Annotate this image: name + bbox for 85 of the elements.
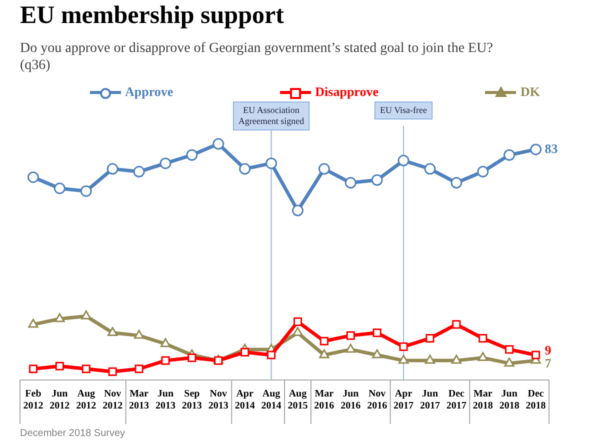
point: [293, 317, 302, 326]
x-tick-label: Mar 2018: [472, 388, 493, 412]
x-tick-label: Nov 2013: [208, 388, 228, 412]
x-tick-label: Mar 2013: [129, 388, 150, 412]
legend-label: Approve: [124, 84, 174, 100]
point: [54, 182, 66, 194]
x-tick-label: Jun 2017: [420, 388, 440, 412]
point: [107, 327, 118, 336]
point: [292, 327, 303, 336]
data-label: 83: [544, 140, 558, 156]
point: [346, 344, 356, 353]
point: [212, 138, 224, 150]
point: [82, 364, 90, 374]
point: [450, 177, 462, 189]
x-tick-label: Apr 2014: [234, 388, 255, 412]
x-tick-label: Jun 2013: [155, 388, 176, 412]
x-tick-label: Feb 2012: [23, 388, 44, 412]
point: [160, 158, 172, 170]
ref-line-label: EU Association Agreement signed: [238, 104, 305, 126]
chart-subtitle: Do you approve or disapprove of Georgian government’s stated goal to join the EU? (q36): [20, 40, 494, 74]
x-tick-label: Aug 2014: [261, 388, 282, 412]
point: [320, 336, 328, 346]
point: [531, 350, 540, 360]
point: [344, 177, 356, 189]
x-tick-label: Mar 2016: [314, 388, 334, 412]
legend-label: Disapprove: [314, 84, 378, 100]
legend-label: DK: [519, 84, 540, 100]
text: December 2018 Survey: [20, 428, 126, 439]
x-tick-label: Sep 2013: [182, 388, 202, 412]
point: [372, 349, 382, 358]
ref-line-label: EU Visa-free: [380, 104, 428, 115]
point: [161, 356, 170, 365]
point: [451, 354, 462, 364]
point: [424, 354, 436, 364]
point: [134, 330, 144, 339]
x-tick-label: Nov 2016: [367, 388, 388, 412]
x-tick-label: Aug 2012: [76, 388, 96, 412]
x-tick-label: Aug 2015: [288, 388, 308, 412]
point: [398, 354, 409, 364]
point: [160, 338, 171, 348]
point: [239, 163, 251, 175]
point: [188, 353, 196, 362]
x-tick-label: Apr 2017: [394, 388, 414, 412]
point: [505, 345, 514, 354]
point: [426, 334, 434, 343]
point: [240, 348, 250, 357]
point: [504, 358, 514, 367]
x-tick-label: Dec 2017: [446, 388, 466, 412]
point: [477, 166, 489, 178]
point: [54, 313, 65, 322]
point: [55, 362, 64, 370]
point: [346, 331, 355, 340]
point: [186, 149, 198, 161]
x-tick-label: Nov 2012: [102, 388, 123, 412]
x-tick-label: Jun 2018: [499, 388, 520, 412]
point: [504, 149, 516, 161]
point: [28, 364, 38, 374]
point: [266, 158, 278, 170]
point: [399, 342, 408, 351]
x-tick-label: Dec 2018: [526, 388, 546, 412]
point: [28, 318, 38, 328]
point: [266, 350, 276, 360]
data-label: 9: [544, 342, 552, 358]
point: [424, 163, 436, 175]
x-tick-label: Jun 2012: [50, 388, 70, 412]
point: [530, 144, 542, 156]
point: [133, 166, 145, 178]
chart-title: EU membership support: [20, 2, 284, 30]
point: [134, 364, 144, 374]
point: [452, 320, 461, 329]
point: [372, 328, 382, 338]
data-label: 7: [544, 356, 552, 371]
point: [27, 171, 39, 183]
point: [478, 352, 488, 362]
point: [80, 185, 92, 197]
point: [318, 163, 330, 175]
point: [371, 174, 383, 186]
point: [81, 310, 92, 320]
point: [106, 163, 118, 175]
x-tick-label: Jun 2016: [340, 388, 361, 412]
point: [319, 349, 330, 358]
point: [478, 334, 488, 343]
point: [108, 367, 117, 376]
point: [292, 204, 304, 216]
point: [398, 154, 410, 166]
